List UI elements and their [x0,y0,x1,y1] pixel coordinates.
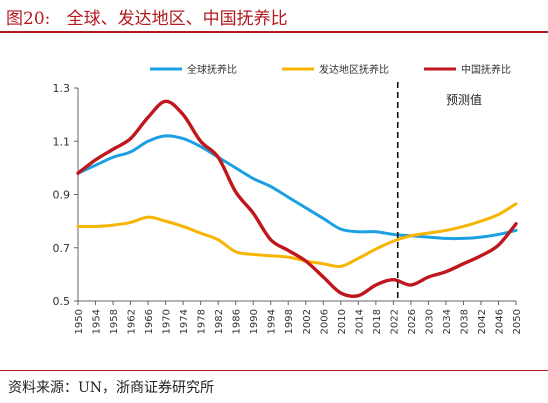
x-tick-label: 2030 [424,309,435,334]
legend: 全球抚养比 发达地区抚养比 中国抚养比 [150,63,511,76]
chart-area: 全球抚养比 发达地区抚养比 中国抚养比 0.5 0.7 0.9 1.1 1.3 1950 19… [0,36,548,366]
annotation-group: 预测值 [396,82,482,301]
y-tick-label: 0.5 [53,295,71,308]
x-tick-label: 2010 [337,309,348,334]
x-tick-label: 2050 [512,309,523,334]
x-tick-label: 1994 [267,309,278,334]
x-tick-label: 2026 [407,309,418,334]
x-tick-label: 2002 [302,309,313,334]
series-line-1 [76,134,518,241]
x-tick-label: 2046 [494,309,505,334]
y-axis: 0.5 0.7 0.9 1.1 1.3 [53,82,79,308]
x-tick-label: 1978 [197,309,208,334]
source-note: 资料来源：UN，浙商证券研究所 [8,380,215,396]
x-tick-label: 1966 [144,309,155,334]
x-tick-label: 1950 [74,309,85,334]
x-tick-label: 2042 [477,309,488,334]
x-tick-label: 1962 [127,309,138,334]
x-axis: 1950 1954 1958 1962 1966 1970 1974 1978 1982 1986… [74,300,523,334]
y-tick-label: 0.7 [53,242,71,255]
y-tick-label: 1.1 [53,135,71,148]
x-tick-label: 1986 [232,309,243,334]
x-tick-label: 2038 [459,309,470,334]
x-tick-label: 1954 [92,309,103,334]
source-rule [0,370,548,371]
x-tick-label: 1982 [214,309,225,334]
title-rule [0,31,548,33]
line-chart: 全球抚养比 发达地区抚养比 中国抚养比 0.50.70.91.11.3 1950 19… [53,63,524,334]
x-tick-label: 1974 [179,309,190,334]
y-tick-label: 0.9 [53,189,71,202]
x-tick-label: 2018 [372,309,383,334]
forecast-annotation: 预测值 [446,92,482,107]
x-tick-label: 1990 [249,309,260,334]
series-group [76,99,518,298]
x-tick-label: 2022 [389,309,400,334]
x-tick-label: 2034 [442,309,453,334]
x-tick-label: 2006 [319,309,330,334]
legend-label-3: 中国抚养比 [461,63,511,76]
legend-label-1: 全球抚养比 [187,63,237,76]
x-tick-label: 1970 [162,309,173,334]
legend-label-2: 发达地区抚养比 [319,63,389,76]
x-tick-label: 1958 [109,309,120,334]
series-line-2 [76,202,518,269]
y-tick-label: 1.3 [53,82,71,95]
figure-title: 图20: 全球、发达地区、中国抚养比 [6,9,288,29]
series-line-3 [76,99,518,298]
x-tick-label: 1998 [284,309,295,334]
x-tick-label: 2014 [354,309,365,334]
title-bar: 图20: 全球、发达地区、中国抚养比 [0,0,548,34]
